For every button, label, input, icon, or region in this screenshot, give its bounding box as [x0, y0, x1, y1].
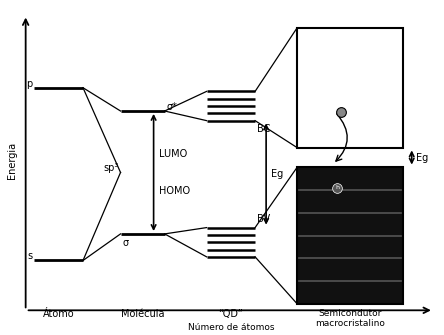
Text: BC: BC [257, 124, 271, 134]
Bar [297, 28, 403, 147]
Text: σ: σ [123, 238, 129, 248]
Text: LUMO: LUMO [159, 149, 187, 159]
Text: Eg: Eg [416, 152, 428, 162]
Text: Eg: Eg [270, 169, 283, 179]
Text: HOMO: HOMO [159, 186, 190, 196]
Text: h: h [335, 185, 339, 190]
Text: p: p [26, 79, 32, 89]
Text: Semicondutor
macrocristalino: Semicondutor macrocristalino [315, 309, 385, 328]
Text: s: s [27, 252, 32, 262]
Text: Molécula: Molécula [121, 309, 164, 319]
Text: σ*: σ* [167, 102, 178, 112]
Text: “QD”: “QD” [218, 309, 243, 319]
Text: Átomo: Átomo [43, 309, 75, 319]
Bar [297, 168, 403, 304]
Text: Energia: Energia [8, 142, 17, 179]
Text: Número de átomos: Número de átomos [187, 323, 274, 332]
Text: sp³: sp³ [103, 163, 118, 174]
Text: BV: BV [257, 214, 270, 224]
